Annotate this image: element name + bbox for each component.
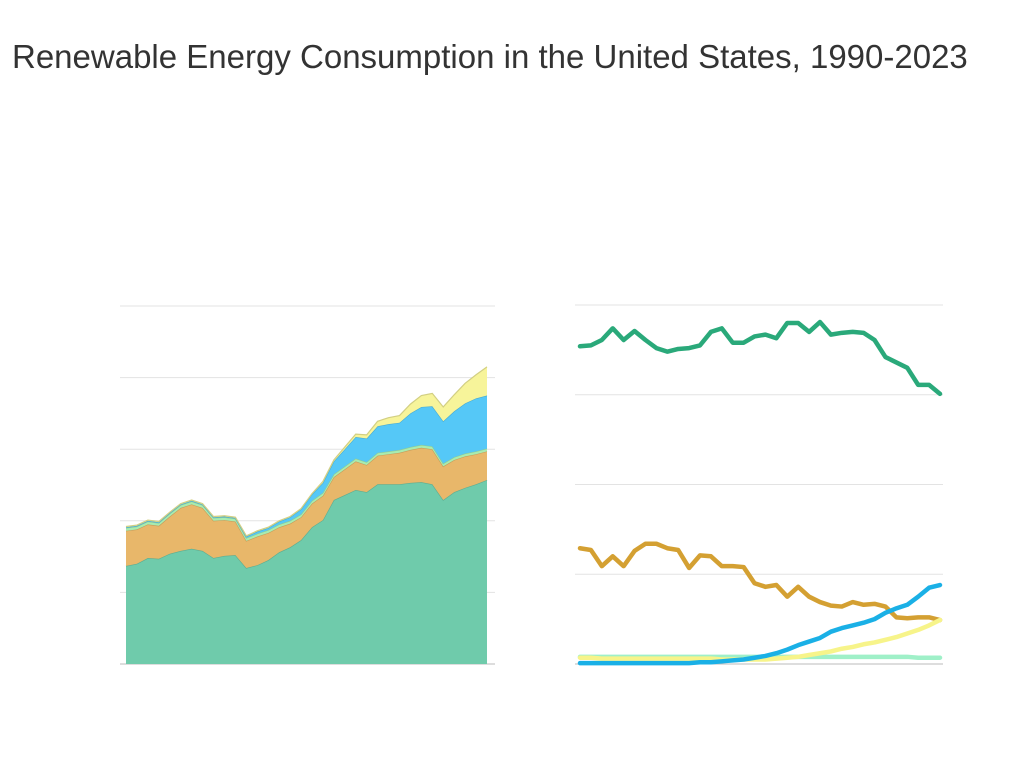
area	[126, 447, 487, 569]
line	[577, 582, 943, 666]
area	[126, 479, 487, 664]
line	[577, 319, 943, 397]
chart-title: Renewable Energy Consumption in the Unit…	[12, 38, 968, 75]
line	[577, 541, 943, 623]
line	[577, 617, 943, 662]
area	[126, 395, 487, 538]
area-edge	[125, 366, 488, 537]
